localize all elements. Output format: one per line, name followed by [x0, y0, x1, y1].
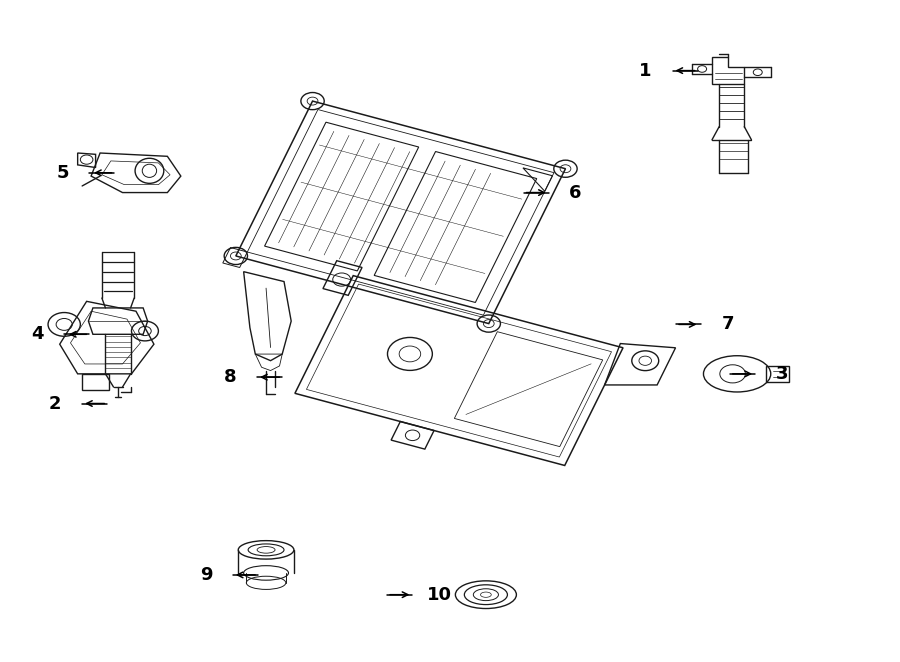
- Text: 3: 3: [776, 365, 788, 383]
- Text: 10: 10: [427, 586, 452, 604]
- Text: 2: 2: [49, 395, 61, 412]
- Text: 4: 4: [31, 325, 43, 344]
- Text: 5: 5: [56, 164, 68, 182]
- Text: 9: 9: [200, 566, 212, 584]
- Text: 6: 6: [570, 183, 582, 201]
- Text: 1: 1: [639, 62, 652, 79]
- Text: 7: 7: [722, 315, 734, 334]
- Text: 8: 8: [224, 368, 237, 386]
